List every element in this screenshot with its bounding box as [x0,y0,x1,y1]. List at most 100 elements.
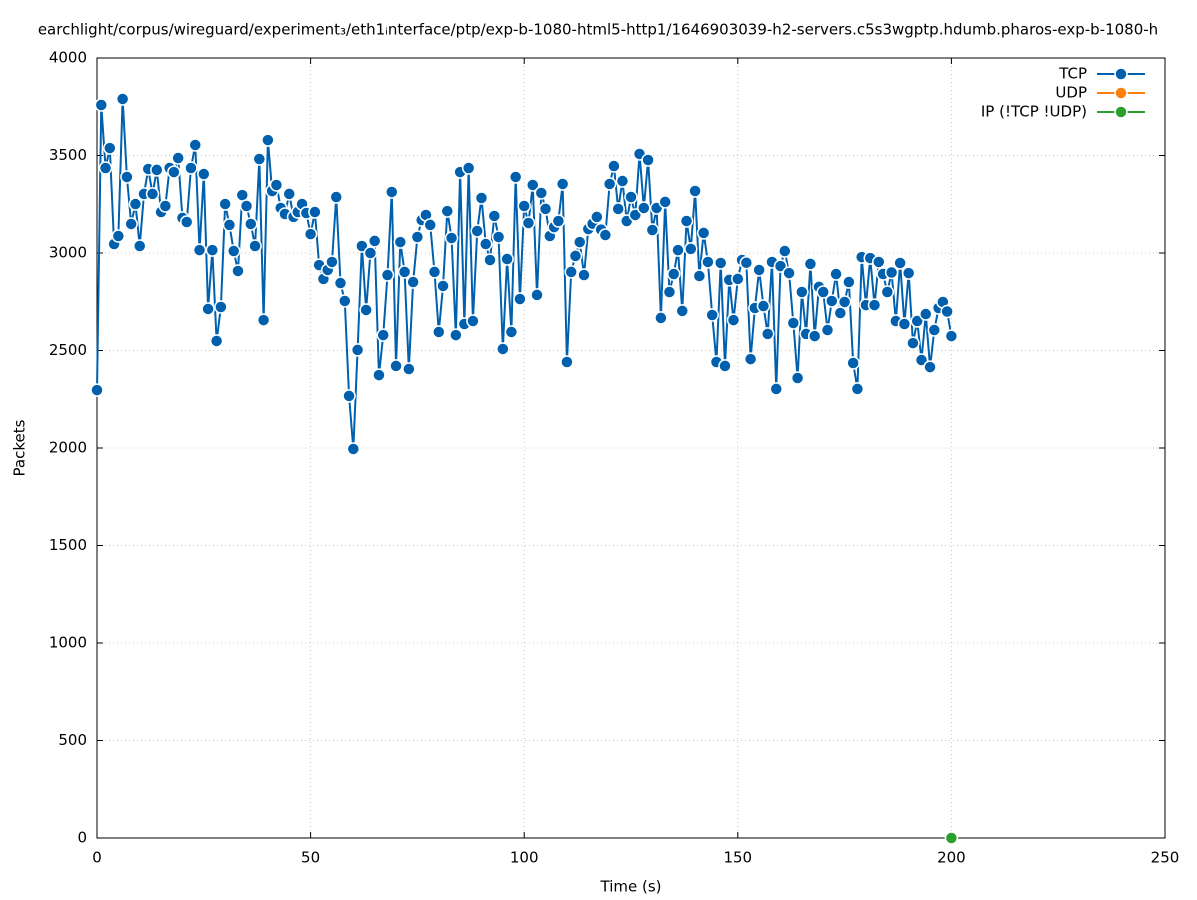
data-point [927,323,942,337]
data-point [282,187,296,201]
data-point [739,256,754,270]
y-tick-label: 3000 [49,244,87,262]
data-point [919,307,933,321]
data-point [308,205,322,219]
data-point [461,161,476,175]
data-point [372,368,386,382]
x-tick-label: 150 [723,849,752,867]
data-point [231,264,245,278]
data-point [538,202,553,216]
data-point [359,303,373,317]
data-point [880,285,895,299]
data-point [560,355,574,369]
data-point [303,227,318,241]
data-point [90,383,104,397]
data-point [688,184,702,198]
y-tick-label: 1500 [49,536,87,554]
data-point [671,243,685,257]
data-point [645,223,660,237]
data-point [743,352,758,366]
data-point [803,257,818,271]
data-point [666,267,681,281]
data-point [598,228,613,242]
data-point [944,329,959,343]
data-point [132,239,147,253]
data-point [145,187,160,201]
data-point [124,217,138,231]
data-point [816,285,830,299]
data-point [555,177,570,191]
data-point [568,249,583,263]
data-point [487,209,502,223]
data-point [752,263,766,277]
data-point [214,300,228,314]
data-point [504,325,519,339]
data-point [731,272,745,286]
data-point [850,382,865,396]
data-point [120,170,134,184]
data-point [367,234,382,248]
data-point [158,199,173,213]
y-tick-label: 2000 [49,439,87,457]
legend-marker [1114,67,1128,81]
data-point [252,152,267,166]
data-point [325,255,339,269]
data-point [756,299,771,313]
data-point [662,285,677,299]
y-tick-label: 500 [58,731,87,749]
series-line [96,98,953,450]
data-point [551,214,566,228]
data-point [658,195,672,209]
data-point [201,302,215,316]
data-point [474,191,489,205]
legend-label: TCP [1058,65,1087,83]
data-point [701,255,715,269]
data-point [380,268,395,282]
data-point [393,235,408,249]
legend-label: IP (!TCP !UDP) [981,103,1087,121]
data-point [795,285,809,299]
data-point [825,294,839,308]
data-point [884,265,899,280]
data-point [261,133,275,147]
data-point [782,266,796,280]
x-tick-label: 100 [510,849,539,867]
data-point [244,217,258,231]
data-point [726,313,741,327]
data-point [611,202,625,216]
data-point [893,256,907,270]
data-point [842,275,856,289]
data-point [410,230,425,244]
data-point [483,253,497,267]
data-point [449,328,463,342]
plot-border [96,57,1166,839]
data-point [150,163,164,177]
data-point [564,265,578,279]
data-point [517,199,531,213]
data-point [837,295,852,309]
data-point [338,294,352,308]
data-point [115,92,130,106]
data-point [628,208,643,222]
data-point [692,269,707,283]
data-point [513,292,527,306]
legend-marker [1114,86,1128,100]
data-point [167,165,181,179]
data-point [637,201,651,215]
data-point [239,199,254,213]
data-point [910,314,924,328]
data-point [440,204,455,218]
data-point [333,276,348,290]
data-point [867,298,882,312]
data-point [466,314,480,328]
data-point [427,265,442,279]
data-point [778,244,792,258]
data-point [350,343,365,357]
data-point [684,242,698,256]
data-point [624,190,638,204]
data-point [479,237,493,251]
data-point [790,371,805,385]
data-point [432,325,446,339]
data-point [696,226,711,240]
data-point [500,252,514,266]
